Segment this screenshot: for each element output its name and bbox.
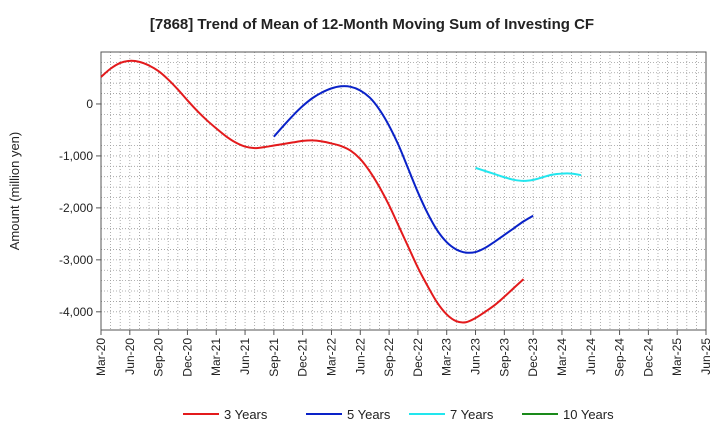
x-tick-label: Mar-21 bbox=[209, 338, 223, 376]
series-line-5-years bbox=[273, 85, 534, 254]
x-tick-label: Mar-24 bbox=[555, 338, 569, 376]
x-tick-label: Jun-21 bbox=[238, 338, 252, 375]
plot-frame bbox=[100, 51, 707, 331]
series-lines bbox=[100, 59, 582, 324]
x-tick-label: Sep-23 bbox=[497, 338, 511, 377]
x-tick-label: Mar-22 bbox=[324, 338, 338, 376]
grid bbox=[101, 52, 706, 330]
y-axis-label: Amount (million yen) bbox=[7, 132, 22, 251]
x-tick-label: Sep-20 bbox=[152, 338, 166, 377]
x-tick-label: Dec-22 bbox=[411, 338, 425, 377]
y-tick-label: 0 bbox=[86, 97, 93, 111]
x-tick-label: Dec-21 bbox=[296, 338, 310, 377]
x-tick-label: Dec-23 bbox=[526, 338, 540, 377]
x-tick-label: Jun-22 bbox=[353, 338, 367, 375]
x-tick-label: Sep-24 bbox=[613, 338, 627, 377]
y-tick-label: -2,000 bbox=[59, 201, 93, 215]
legend-label: 7 Years bbox=[450, 407, 494, 422]
y-axis: 0 -1,000 -2,000 -3,000 -4,000 bbox=[59, 97, 101, 319]
x-tick-label: Sep-21 bbox=[267, 338, 281, 377]
legend: 3 Years 5 Years 7 Years 10 Years bbox=[183, 407, 614, 422]
plot-background bbox=[101, 52, 706, 330]
x-tick-label: Jun-20 bbox=[123, 338, 137, 375]
legend-label: 5 Years bbox=[347, 407, 391, 422]
chart-title: [7868] Trend of Mean of 12-Month Moving … bbox=[150, 16, 594, 33]
legend-label: 10 Years bbox=[563, 407, 614, 422]
x-tick-label: Mar-25 bbox=[670, 338, 684, 376]
x-tick-label: Mar-20 bbox=[94, 338, 108, 376]
series-line-3-years bbox=[100, 59, 525, 324]
x-tick-label: Jun-23 bbox=[469, 338, 483, 375]
y-tick-label: -4,000 bbox=[59, 305, 93, 319]
series-line-7-years bbox=[475, 166, 582, 182]
x-axis: Mar-20 Jun-20 Sep-20 Dec-20 Mar-21 Jun-21 Sep-… bbox=[94, 330, 713, 377]
x-tick-label: Mar-23 bbox=[440, 338, 454, 376]
x-tick-label: Dec-20 bbox=[180, 338, 194, 377]
x-tick-label: Jun-24 bbox=[584, 338, 598, 375]
x-tick-label: Sep-22 bbox=[382, 338, 396, 377]
x-tick-label: Dec-24 bbox=[641, 338, 655, 377]
y-tick-label: -1,000 bbox=[59, 149, 93, 163]
y-tick-label: -3,000 bbox=[59, 253, 93, 267]
legend-label: 3 Years bbox=[224, 407, 268, 422]
x-tick-label: Jun-25 bbox=[699, 338, 713, 375]
